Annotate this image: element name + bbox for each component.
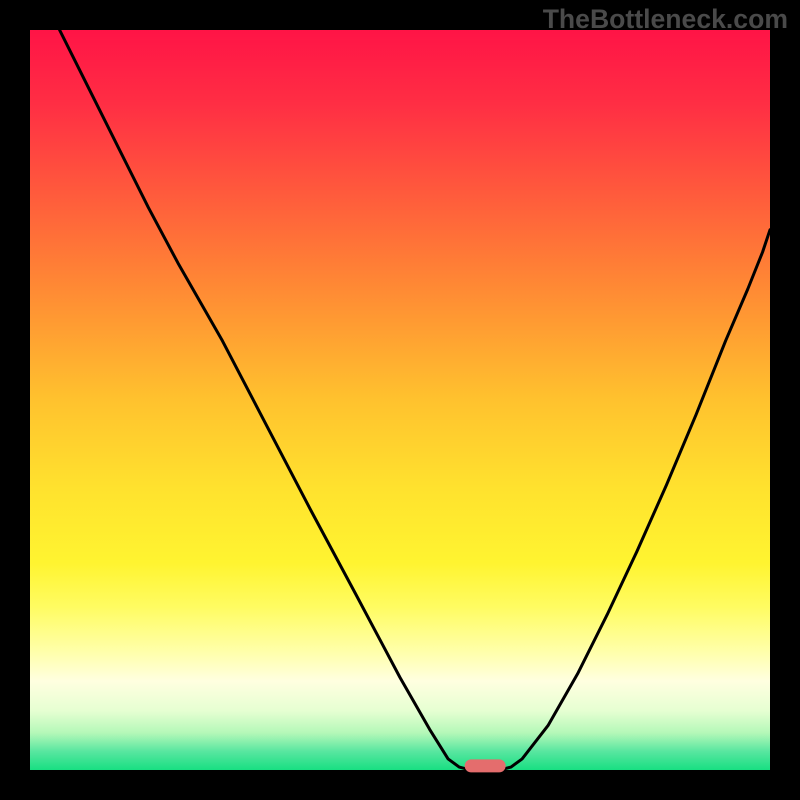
bottleneck-curve (30, 30, 770, 770)
plot-area (30, 30, 770, 770)
chart-frame: TheBottleneck.com (0, 0, 800, 800)
optimum-marker (465, 759, 506, 772)
